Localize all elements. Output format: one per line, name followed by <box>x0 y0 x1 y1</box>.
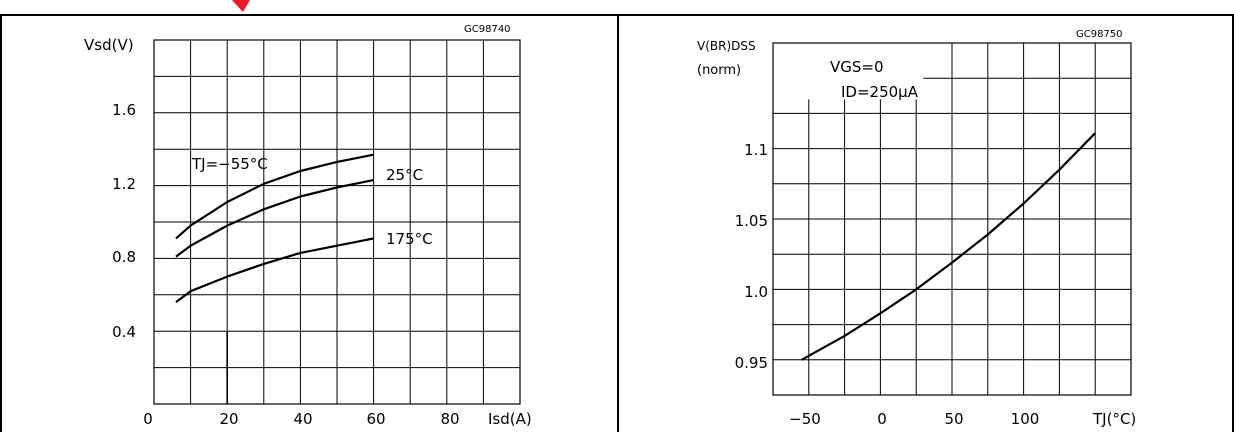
condition-annotation: ID=250μA <box>841 83 919 101</box>
tick-labels: 0.4 0.8 1.2 1.6 0 20 40 60 80 <box>112 101 459 428</box>
y-axis-label-norm: (norm) <box>697 63 741 78</box>
series-line <box>175 179 374 258</box>
x-axis-label: Isd(A) <box>488 410 532 428</box>
series-label: 25°C <box>386 166 423 184</box>
x-tick-label: −50 <box>789 410 821 428</box>
y-tick-label: 1.0 <box>744 283 768 301</box>
tick-labels: 0.95 1.0 1.05 1.1 −50 0 50 100 <box>735 141 1040 428</box>
chart-code: GC98750 <box>1076 29 1123 40</box>
x-tick-label: 50 <box>944 410 963 428</box>
x-tick-label: 20 <box>219 410 238 428</box>
y-tick-label: 0.95 <box>735 354 768 372</box>
y-axis-label: V(BR)DSS <box>697 39 756 53</box>
chart-code: GC98740 <box>464 24 511 35</box>
x-tick-label: 0 <box>877 410 887 428</box>
y-tick-label: 1.05 <box>735 212 768 230</box>
x-tick-label: 40 <box>293 410 312 428</box>
condition-annotation: VGS=0 <box>830 58 884 76</box>
series-lines <box>175 153 374 303</box>
series-label: TJ=−55°C <box>191 155 268 173</box>
breakdown-voltage-chart: GC98750 V(BR)DSS (norm) VGS=0 ID=250μA T… <box>697 29 1136 428</box>
y-axis-label: Vsd(V) <box>84 36 134 54</box>
x-tick-label: 100 <box>1011 410 1040 428</box>
grid <box>772 42 1132 396</box>
source-drain-voltage-chart: GC98740 Vsd(V) Isd(A) 0.4 0.8 1.2 1.6 0 … <box>84 24 532 428</box>
x-tick-label: 0 <box>143 410 153 428</box>
series-line <box>175 237 374 303</box>
x-axis-label: TJ(°C) <box>1092 410 1136 428</box>
y-tick-label: 1.6 <box>112 101 136 119</box>
x-tick-label: 60 <box>366 410 385 428</box>
y-tick-label: 0.8 <box>112 248 136 266</box>
right-chart-frame <box>617 14 1234 432</box>
y-tick-label: 1.1 <box>744 141 768 159</box>
series-line <box>801 132 1096 361</box>
y-tick-label: 0.4 <box>112 323 136 341</box>
grid <box>153 39 521 405</box>
series-line <box>175 153 374 240</box>
series-label: 175°C <box>386 230 433 248</box>
series-lines <box>801 132 1096 361</box>
x-tick-label: 80 <box>440 410 459 428</box>
y-tick-label: 1.2 <box>112 175 136 193</box>
